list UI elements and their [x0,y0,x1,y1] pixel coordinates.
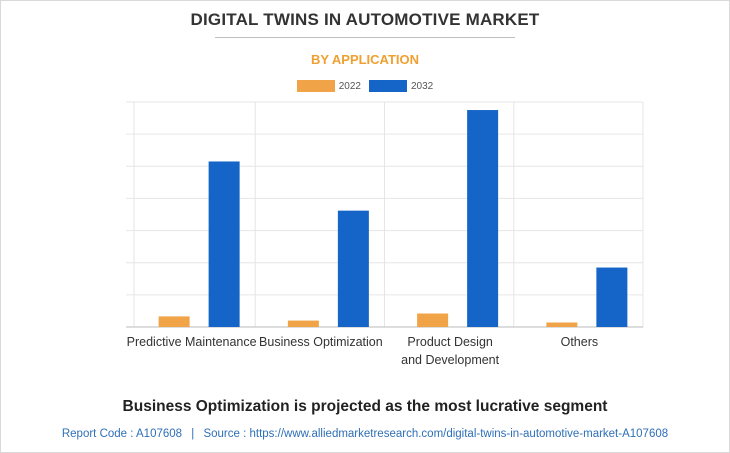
legend-label-2022: 2022 [338,80,361,92]
x-tick-label: Product Design [407,335,493,349]
bar-2032 [467,110,499,328]
x-tick-label: Business Optimization [259,335,383,349]
legend: 2022 2032 [0,80,730,92]
bar-2032 [337,210,369,327]
chart-subtitle: BY APPLICATION [310,52,420,67]
legend-item-2032: 2032 [369,80,433,92]
bar-2022 [287,320,319,327]
chart-caption: Business Optimization is projected as th… [122,398,608,415]
legend-label-2032: 2032 [411,80,434,92]
bar-2022 [546,322,578,327]
footer: Report Code : A107608 | Source : https:/… [0,428,730,440]
x-tick-label: Others [561,335,599,349]
bar-2022 [158,316,190,327]
bar-2032 [596,267,628,327]
report-code: Report Code : A107608 [61,428,183,440]
title-divider [215,37,515,38]
chart-title: DIGITAL TWINS IN AUTOMOTIVE MARKET [190,10,540,29]
bar-2022 [417,313,449,327]
legend-swatch-2032 [369,80,407,92]
x-tick-label: and Development [401,353,500,367]
legend-swatch-2022 [296,80,335,92]
bar-2032 [208,161,240,327]
source-link[interactable]: Source : https://www.alliedmarketresearc… [203,428,669,440]
footer-separator: | [191,428,195,440]
x-tick-label: Predictive Maintenance [127,335,257,349]
legend-item-2022: 2022 [296,80,361,92]
